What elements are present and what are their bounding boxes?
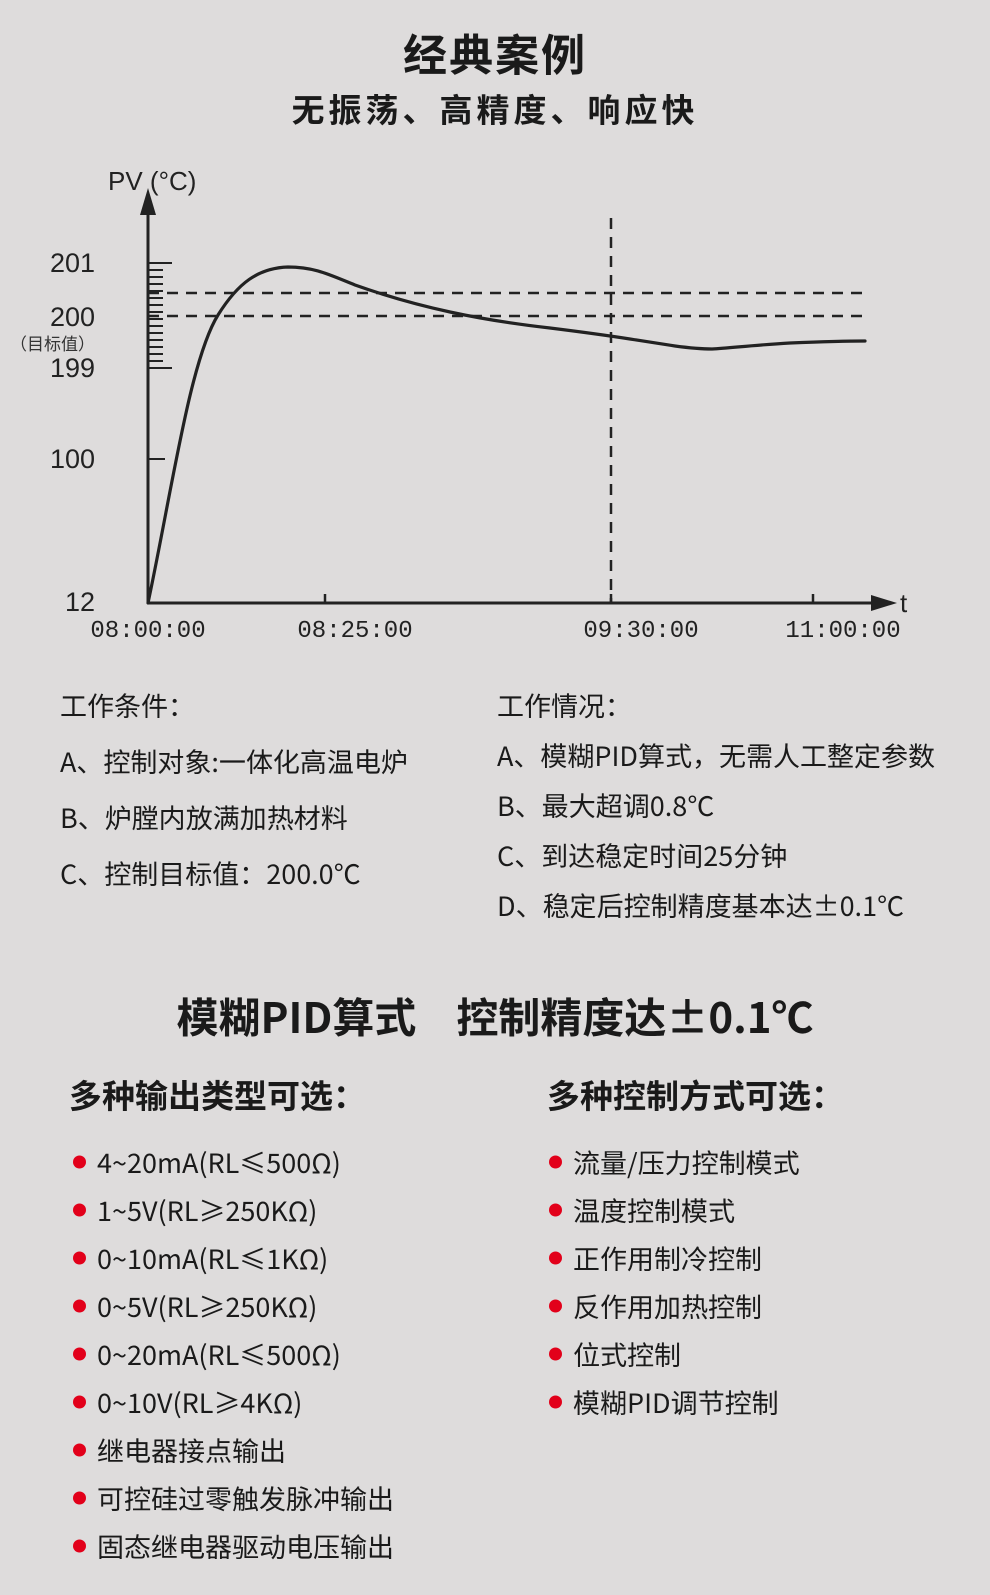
svg-text:200: 200 xyxy=(50,302,95,332)
svg-text:11:00:00: 11:00:00 xyxy=(785,618,900,645)
svg-text:PV (°C): PV (°C) xyxy=(108,166,196,196)
svg-text:（目标值）: （目标值） xyxy=(10,335,95,354)
svg-text:201: 201 xyxy=(50,248,95,278)
svg-text:08:25:00: 08:25:00 xyxy=(297,618,412,645)
svg-text:t: t xyxy=(900,588,908,618)
svg-text:09:30:00: 09:30:00 xyxy=(583,618,698,645)
svg-text:08:00:00: 08:00:00 xyxy=(90,618,205,645)
svg-text:199: 199 xyxy=(50,353,95,383)
svg-text:12: 12 xyxy=(65,587,95,617)
svg-text:100: 100 xyxy=(50,444,95,474)
